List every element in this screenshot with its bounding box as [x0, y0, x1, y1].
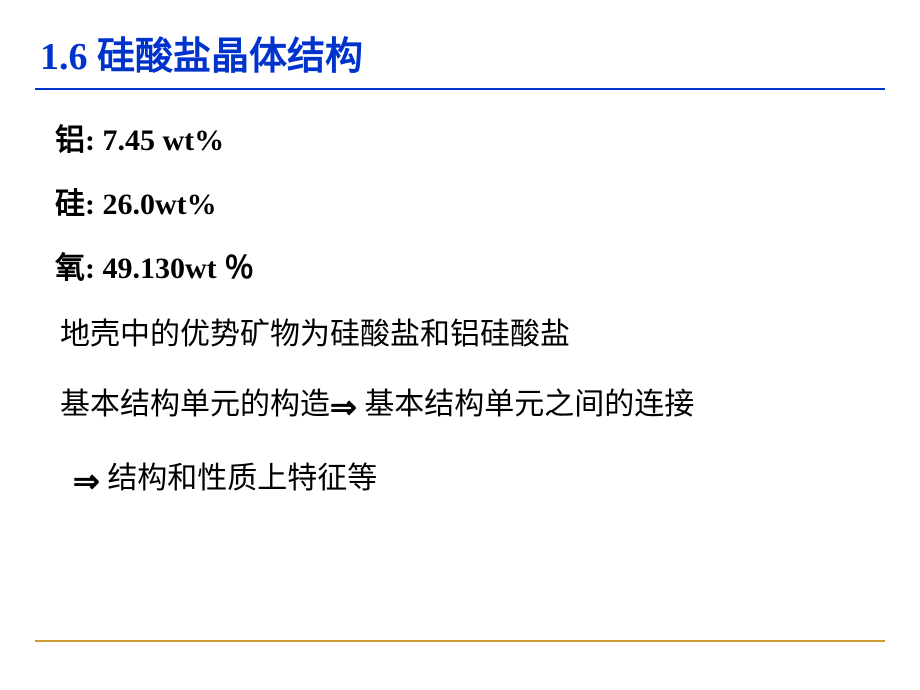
oxygen-value: 49.130wt ％: [103, 252, 255, 285]
title-underline: [35, 88, 885, 90]
silicon-value: 26.0wt%: [103, 188, 217, 221]
slide-title: 1.6 硅酸盐晶体结构: [35, 25, 885, 80]
arrow-icon-1: ⇒: [330, 383, 357, 431]
body-line-3-text: 结构和性质上特征等: [100, 462, 378, 495]
body-line-2-part1: 基本结构单元的构造: [60, 388, 330, 421]
bottom-decorative-line: [35, 640, 885, 642]
arrow-icon-2: ⇒: [73, 457, 100, 505]
body-line-2-part2: 基本结构单元之间的连接: [357, 388, 695, 421]
slide-container: 1.6 硅酸盐晶体结构 铝: 7.45 wt% 硅: 26.0wt% 氧: 49…: [0, 0, 920, 690]
oxygen-label: 氧: [55, 252, 85, 285]
silicon-label: 硅: [55, 188, 85, 221]
aluminum-label: 铝: [55, 124, 85, 157]
aluminum-value: 7.45 wt%: [103, 124, 225, 157]
body-line-1: 地壳中的优势矿物为硅酸盐和铝硅酸盐: [55, 312, 885, 357]
body-line-2: 基本结构单元的构造⇒ 基本结构单元之间的连接: [55, 382, 885, 431]
element-aluminum: 铝: 7.45 wt%: [55, 120, 885, 162]
element-silicon: 硅: 26.0wt%: [55, 184, 885, 226]
body-line-3: ⇒ 结构和性质上特征等: [55, 456, 885, 505]
element-oxygen: 氧: 49.130wt ％: [55, 248, 885, 290]
slide-content: 铝: 7.45 wt% 硅: 26.0wt% 氧: 49.130wt ％ 地壳中…: [35, 120, 885, 505]
